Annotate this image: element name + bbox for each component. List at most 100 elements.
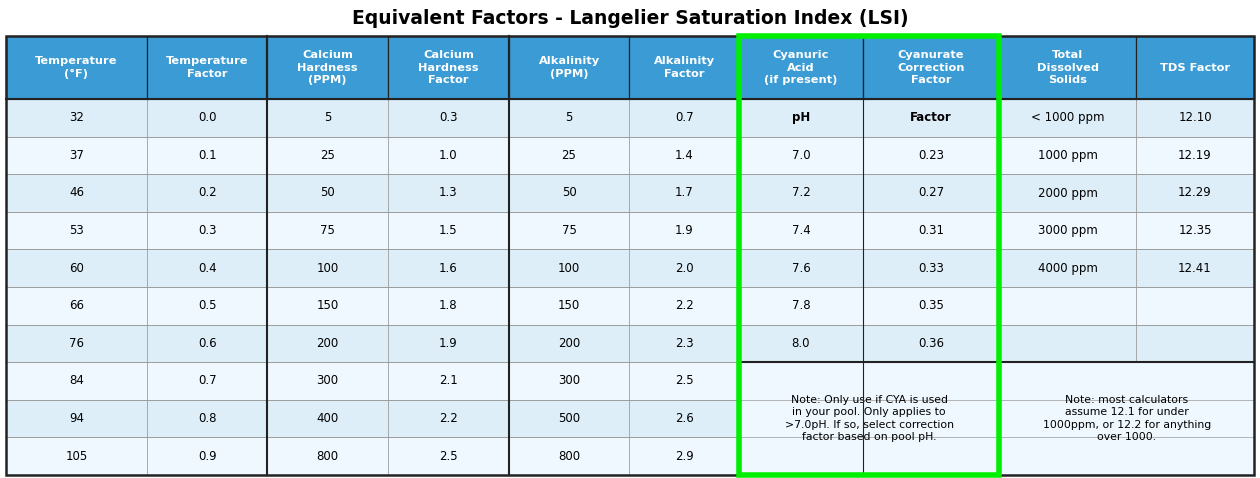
Bar	[509, 250, 629, 287]
Bar	[146, 400, 267, 437]
Text: Total
Dissolved
Solids: Total Dissolved Solids	[1037, 50, 1099, 85]
Text: 1.9: 1.9	[675, 224, 694, 237]
Text: 100: 100	[558, 261, 580, 275]
Bar	[6, 362, 146, 400]
Text: 37: 37	[69, 149, 84, 162]
Bar	[146, 99, 267, 137]
Text: 0.1: 0.1	[198, 149, 217, 162]
Text: 7.2: 7.2	[791, 186, 810, 199]
Bar	[629, 437, 740, 475]
Text: 1.7: 1.7	[675, 186, 694, 199]
Text: 3000 ppm: 3000 ppm	[1038, 224, 1097, 237]
Text: Alkalinity
Factor: Alkalinity Factor	[654, 56, 714, 79]
Text: 12.10: 12.10	[1178, 111, 1212, 124]
Text: 200: 200	[558, 337, 580, 350]
Bar	[267, 325, 388, 362]
Bar	[863, 212, 999, 250]
Text: 2.9: 2.9	[675, 450, 694, 463]
Bar	[146, 212, 267, 250]
Bar	[629, 362, 740, 400]
Bar	[629, 99, 740, 137]
Bar	[146, 437, 267, 475]
Text: 2.2: 2.2	[675, 299, 694, 312]
Bar	[863, 137, 999, 174]
Text: 12.19: 12.19	[1178, 149, 1212, 162]
Bar	[999, 99, 1137, 137]
Bar	[146, 287, 267, 325]
Bar	[1137, 99, 1254, 137]
Bar	[267, 137, 388, 174]
Text: 300: 300	[316, 374, 339, 388]
Text: TDS Factor: TDS Factor	[1160, 63, 1230, 73]
Text: 150: 150	[316, 299, 339, 312]
Text: < 1000 ppm: < 1000 ppm	[1031, 111, 1105, 124]
Text: 84: 84	[69, 374, 84, 388]
Text: Note: Only use if CYA is used
in your pool. Only applies to
>7.0pH. If so, selec: Note: Only use if CYA is used in your po…	[785, 395, 954, 442]
Bar	[863, 174, 999, 212]
Bar	[863, 36, 999, 99]
Text: 12.35: 12.35	[1178, 224, 1212, 237]
Bar	[509, 437, 629, 475]
Text: pH: pH	[791, 111, 810, 124]
Bar	[267, 362, 388, 400]
Text: 0.8: 0.8	[198, 412, 217, 425]
Bar	[509, 99, 629, 137]
Bar	[629, 36, 740, 99]
Bar	[267, 400, 388, 437]
Text: 1.0: 1.0	[438, 149, 457, 162]
Text: 12.41: 12.41	[1178, 261, 1212, 275]
Bar	[146, 250, 267, 287]
Text: 150: 150	[558, 299, 580, 312]
Text: 2000 ppm: 2000 ppm	[1038, 186, 1097, 199]
Bar	[267, 36, 388, 99]
Bar	[6, 287, 146, 325]
Text: 25: 25	[562, 149, 576, 162]
Bar	[629, 400, 740, 437]
Text: 8.0: 8.0	[791, 337, 810, 350]
Text: 0.36: 0.36	[919, 337, 944, 350]
Text: 2.5: 2.5	[438, 450, 457, 463]
Bar	[388, 325, 509, 362]
Bar	[388, 212, 509, 250]
Text: 25: 25	[320, 149, 335, 162]
Text: Calcium
Hardness
Factor: Calcium Hardness Factor	[418, 50, 479, 85]
Bar	[740, 287, 863, 325]
Bar	[863, 287, 999, 325]
Bar	[629, 212, 740, 250]
Text: 7.6: 7.6	[791, 261, 810, 275]
Bar	[509, 212, 629, 250]
Bar	[6, 99, 146, 137]
Text: 0.3: 0.3	[198, 224, 217, 237]
Bar	[6, 174, 146, 212]
Bar	[6, 437, 146, 475]
Bar	[267, 250, 388, 287]
Bar	[388, 437, 509, 475]
Text: Cyanurate
Correction
Factor: Cyanurate Correction Factor	[897, 50, 965, 85]
Text: 2.3: 2.3	[675, 337, 693, 350]
Bar	[629, 174, 740, 212]
Bar	[1137, 212, 1254, 250]
Text: Calcium
Hardness
(PPM): Calcium Hardness (PPM)	[297, 50, 358, 85]
Text: 0.4: 0.4	[198, 261, 217, 275]
Text: 0.23: 0.23	[919, 149, 944, 162]
Bar	[6, 325, 146, 362]
Bar	[740, 36, 863, 99]
Bar	[740, 137, 863, 174]
Bar	[999, 250, 1137, 287]
Bar	[267, 437, 388, 475]
Bar	[999, 36, 1137, 99]
Bar	[509, 287, 629, 325]
Bar	[146, 174, 267, 212]
Text: 200: 200	[316, 337, 339, 350]
Text: Alkalinity
(PPM): Alkalinity (PPM)	[538, 56, 600, 79]
Bar	[740, 174, 863, 212]
Bar	[740, 325, 863, 362]
Bar	[388, 137, 509, 174]
Bar	[629, 250, 740, 287]
Text: 4000 ppm: 4000 ppm	[1038, 261, 1097, 275]
Bar	[388, 174, 509, 212]
Text: 32: 32	[69, 111, 84, 124]
Bar	[999, 325, 1137, 362]
Bar	[6, 400, 146, 437]
Text: 1.8: 1.8	[438, 299, 457, 312]
